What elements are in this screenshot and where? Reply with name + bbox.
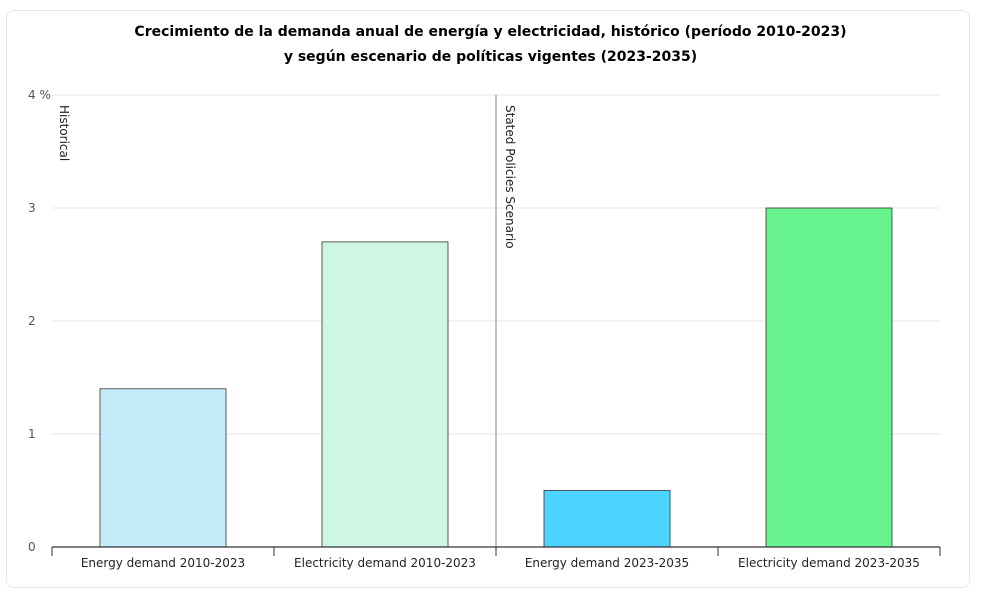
bar [99,388,227,548]
segment-label: Historical [57,105,71,161]
chart-subtitle: y según escenario de políticas vigentes … [283,49,698,65]
y-tick-label: 2 [28,314,36,328]
x-tick-label: Electricity demand 2023-2035 [738,556,920,570]
x-tick-label: Energy demand 2010-2023 [81,556,245,570]
bar [321,241,449,548]
bar [543,490,671,548]
chart-title: Crecimiento de la demanda anual de energ… [134,24,847,40]
y-tick-label: 0 [28,540,36,554]
chart-title-block: Crecimiento de la demanda anual de energ… [0,20,981,70]
x-tick-label: Electricity demand 2010-2023 [294,556,476,570]
y-tick-label: 4 % [28,88,51,102]
x-tick-label: Energy demand 2023-2035 [525,556,689,570]
y-tick-label: 1 [28,427,36,441]
y-tick-label: 3 [28,201,36,215]
segment-label: Stated Policies Scenario [503,105,517,249]
bar [765,207,893,548]
